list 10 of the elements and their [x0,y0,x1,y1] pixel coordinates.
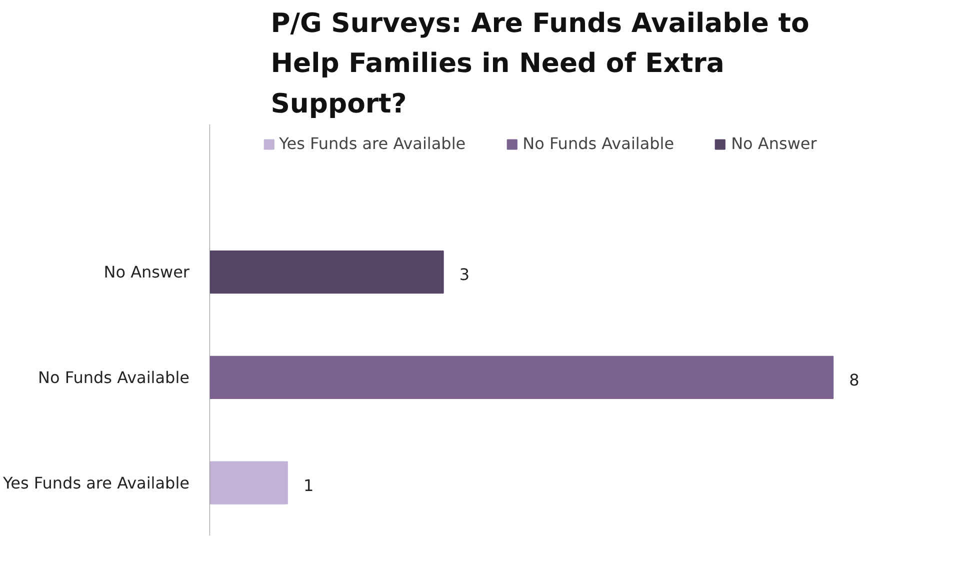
data-label: 8 [849,370,860,390]
data-label: 1 [303,476,314,495]
legend-label: No Answer [731,134,817,153]
y-tick-label: No Funds Available [38,368,190,387]
chart-title: P/G Surveys: Are Funds Available to Help Families in Need of Extra Support? [270,8,810,120]
data-label: 3 [459,265,470,284]
legend-label: Yes Funds are Available [279,134,466,153]
y-tick-label: No Answer [104,262,190,282]
y-tick-label: Yes Funds are Available [2,473,190,492]
legend-label: No Funds Available [522,134,674,153]
